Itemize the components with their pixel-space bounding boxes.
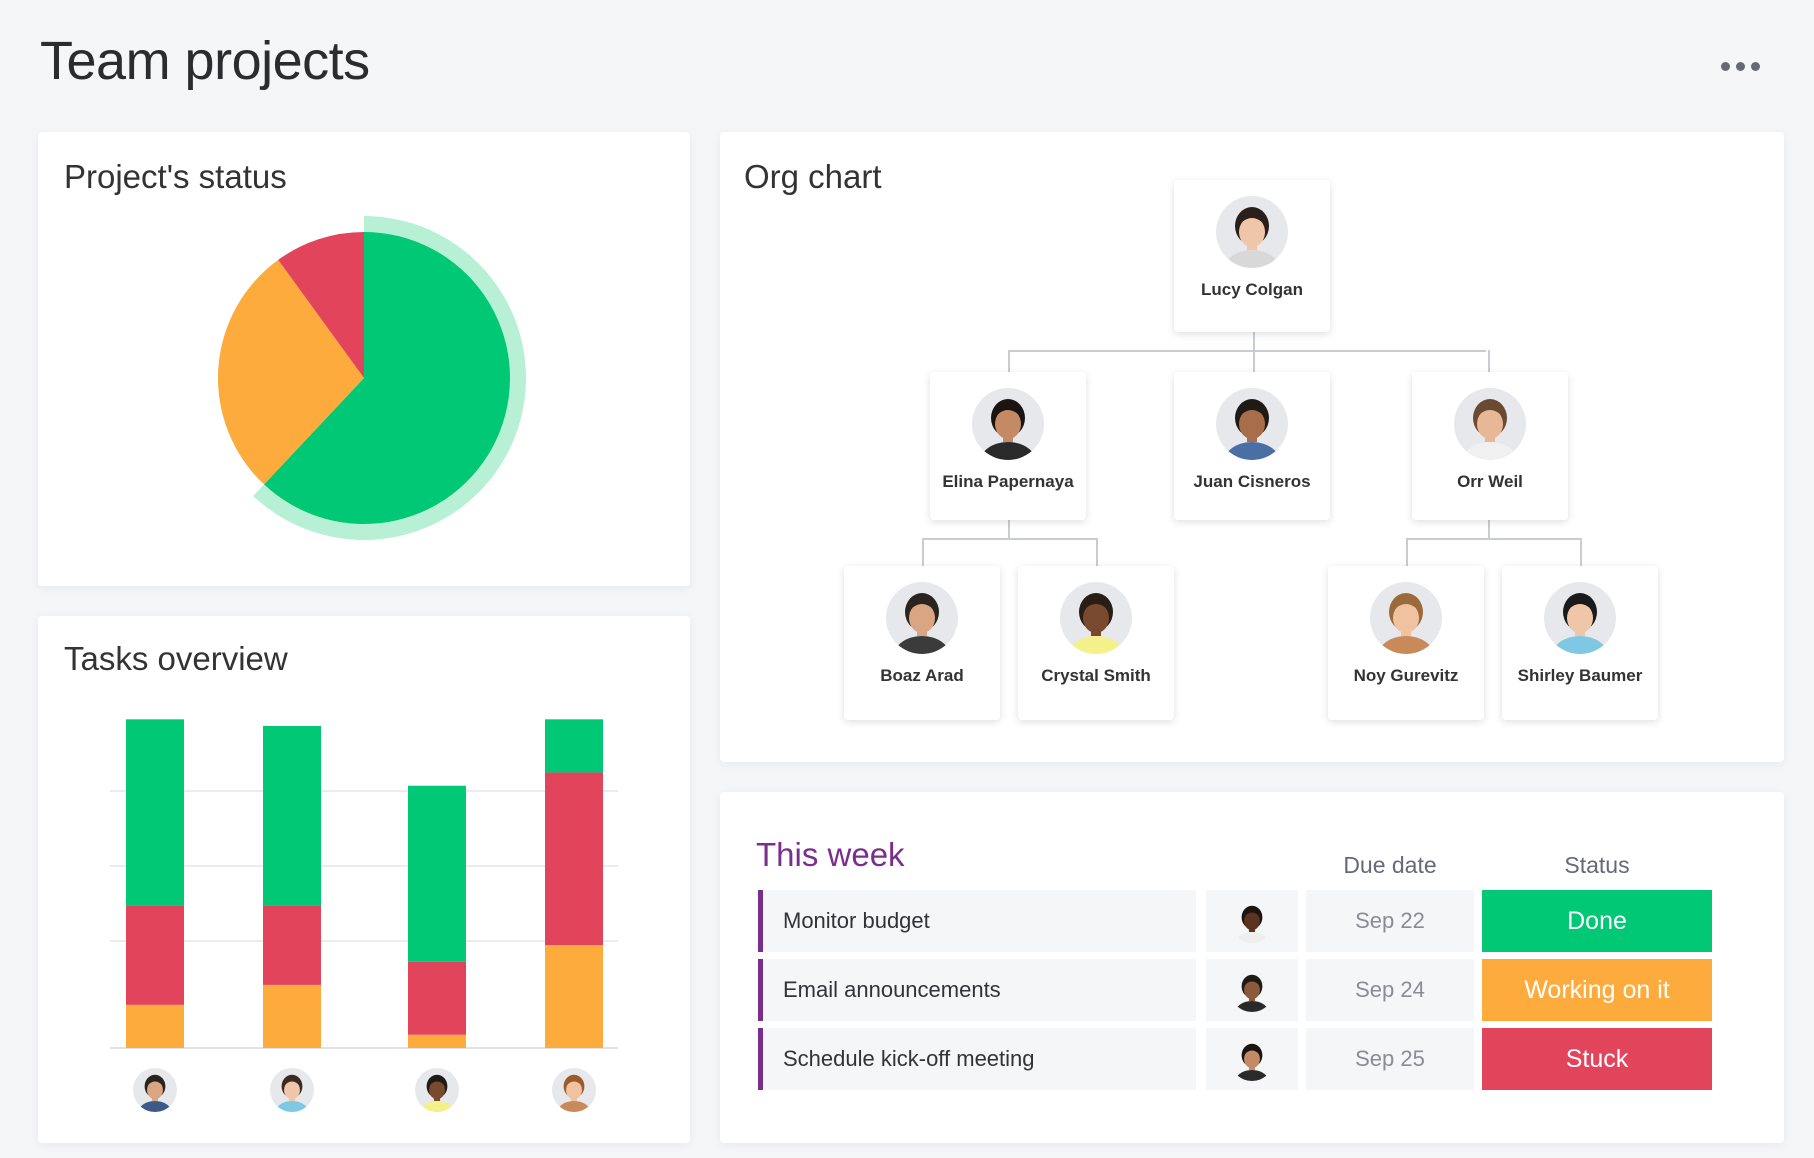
org-connector-line [1008, 520, 1010, 540]
org-node-name: Orr Weil [1457, 472, 1523, 491]
assignee-cell[interactable] [1206, 1028, 1298, 1090]
due-date-cell[interactable]: Sep 22 [1306, 890, 1474, 952]
status-badge[interactable]: Working on it [1482, 959, 1712, 1021]
bar-segment-done[interactable] [263, 725, 321, 906]
org-connector-line [1253, 350, 1255, 372]
status-badge[interactable]: Done [1482, 890, 1712, 952]
org-connector-line [1008, 350, 1486, 352]
org-chart-widget: Org chart Lucy Colgan Elina Papernaya Ju… [720, 132, 1784, 762]
org-connector-line [922, 538, 924, 566]
tasks-overview-widget: Tasks overview [38, 616, 690, 1143]
org-node-name: Crystal Smith [1041, 666, 1151, 685]
bar-segment-done[interactable] [126, 719, 184, 906]
assignee-cell[interactable] [1206, 959, 1298, 1021]
this-week-title: This week [756, 836, 905, 873]
due-date-column-header: Due date [1343, 852, 1437, 878]
due-date-cell[interactable]: Sep 25 [1306, 1028, 1474, 1090]
org-node-orr-weil[interactable]: Orr Weil [1412, 372, 1568, 520]
bar-segment-stuck[interactable] [545, 772, 603, 946]
pie-slice-working-on-it[interactable] [217, 259, 364, 485]
task-name-cell[interactable]: Monitor budget [758, 890, 1196, 952]
org-connector-line [1580, 538, 1582, 566]
bar-segment-done[interactable] [408, 785, 466, 962]
table-row[interactable]: Email announcements Sep 24 Working on it [758, 959, 1758, 1021]
org-connector-line [1488, 350, 1490, 372]
woman-curly-avatar-icon [1230, 1037, 1274, 1081]
status-column-header: Status [1564, 852, 1630, 878]
person-avatar-icon [1370, 582, 1442, 654]
woman-curly-hair-avatar-icon [552, 1068, 596, 1112]
bar-segment-stuck[interactable] [408, 961, 466, 1035]
man-avatar-icon [1230, 968, 1274, 1012]
bar-segment-working-on-it[interactable] [263, 984, 321, 1048]
bar-segment-stuck[interactable] [126, 905, 184, 1005]
person-avatar-icon [886, 582, 958, 654]
org-node-name: Noy Gurevitz [1353, 666, 1459, 685]
man-beard-avatar-icon [415, 1068, 459, 1112]
tasks-overview-title: Tasks overview [64, 640, 288, 677]
more-options-icon[interactable] [1712, 48, 1768, 84]
org-node-elina-papernaya[interactable]: Elina Papernaya [930, 372, 1086, 520]
assignee-cell[interactable] [1206, 890, 1298, 952]
org-connector-line [1253, 332, 1255, 352]
org-connector-line [1096, 538, 1098, 566]
man-dark-hair-avatar-icon [133, 1068, 177, 1112]
project-status-pie-chart [217, 216, 526, 540]
person-avatar-icon [1454, 388, 1526, 460]
table-row[interactable]: Schedule kick-off meeting Sep 25 Stuck [758, 1028, 1758, 1090]
woman-avatar-icon [1230, 899, 1274, 943]
bar-segment-working-on-it[interactable] [408, 1034, 466, 1048]
task-name-cell[interactable]: Email announcements [758, 959, 1196, 1021]
table-row[interactable]: Monitor budget Sep 22 Done [758, 890, 1758, 952]
person-avatar-icon [1216, 196, 1288, 268]
status-badge[interactable]: Stuck [1482, 1028, 1712, 1090]
org-node-name: Lucy Colgan [1200, 280, 1303, 299]
task-name-cell[interactable]: Schedule kick-off meeting [758, 1028, 1196, 1090]
org-connector-line [922, 538, 1097, 540]
bar-segment-stuck[interactable] [263, 905, 321, 985]
org-connector-line [1406, 538, 1581, 540]
org-node-name: Shirley Baumer [1517, 666, 1643, 685]
org-chart-title: Org chart [744, 158, 882, 195]
org-connector-line [1406, 538, 1408, 566]
project-status-title: Project's status [64, 158, 287, 195]
org-node-name: Juan Cisneros [1193, 472, 1311, 491]
this-week-widget: This week Due date Status Monitor budget… [720, 792, 1784, 1143]
org-node-noy-gurevitz[interactable]: Noy Gurevitz [1328, 566, 1484, 720]
pie-slice-done[interactable] [264, 232, 510, 524]
org-node-shirley-baumer[interactable]: Shirley Baumer [1502, 566, 1658, 720]
org-node-name: Elina Papernaya [942, 472, 1074, 491]
org-connector-line [1488, 520, 1490, 540]
org-node-juan-cisneros[interactable]: Juan Cisneros [1174, 372, 1330, 520]
org-node-boaz-arad[interactable]: Boaz Arad [844, 566, 1000, 720]
page-title: Team projects [40, 31, 370, 91]
project-status-widget: Project's status [38, 132, 690, 586]
org-node-crystal-smith[interactable]: Crystal Smith [1018, 566, 1174, 720]
pie-slice-stuck[interactable] [278, 232, 364, 378]
bar-segment-working-on-it[interactable] [126, 1004, 184, 1048]
due-date-cell[interactable]: Sep 24 [1306, 959, 1474, 1021]
bar-segment-done[interactable] [545, 719, 603, 773]
man-glasses-avatar-icon [270, 1068, 314, 1112]
person-avatar-icon [1544, 582, 1616, 654]
person-avatar-icon [1060, 582, 1132, 654]
person-avatar-icon [1216, 388, 1288, 460]
tasks-overview-bar-chart [110, 719, 618, 1112]
org-node-name: Boaz Arad [880, 666, 964, 685]
person-avatar-icon [972, 388, 1044, 460]
org-connector-line [1008, 350, 1010, 372]
bar-segment-working-on-it[interactable] [545, 945, 603, 1048]
org-node-lucy-colgan[interactable]: Lucy Colgan [1174, 180, 1330, 332]
